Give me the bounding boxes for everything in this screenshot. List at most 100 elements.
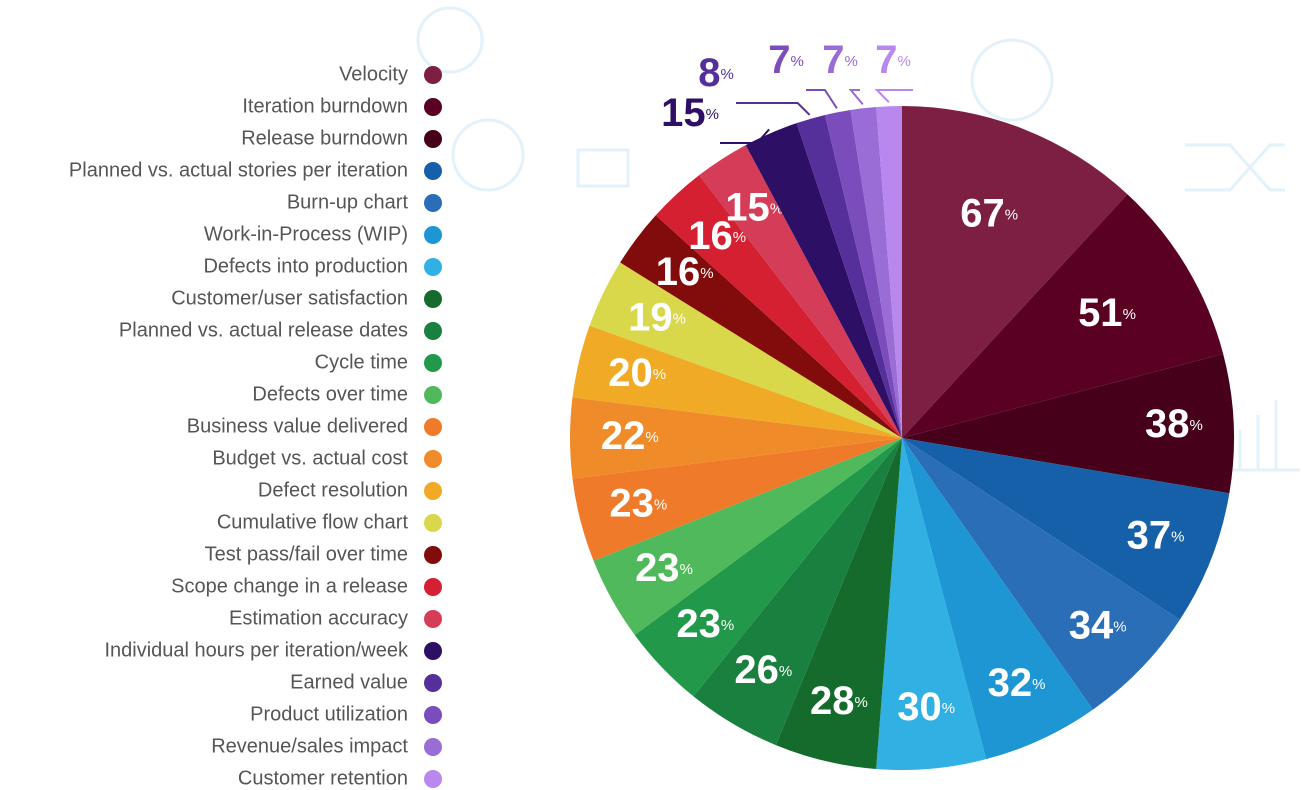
data-label: 23% <box>609 481 667 525</box>
legend-swatch <box>424 418 442 436</box>
legend-label: Cycle time <box>315 351 408 373</box>
data-label-unit: % <box>844 53 857 70</box>
pie-slice <box>902 194 1224 438</box>
legend-label: Planned vs. actual release dates <box>119 319 408 341</box>
pie-slice <box>570 397 902 479</box>
data-label-unit: % <box>1123 306 1136 323</box>
data-label: 67% <box>960 191 1018 235</box>
legend-label: Scope change in a release <box>171 575 408 597</box>
data-label-value: 16 <box>656 250 701 294</box>
data-label-value: 28 <box>810 678 855 722</box>
pie-slice <box>825 110 902 438</box>
pie-slice <box>620 215 902 438</box>
data-label: 32% <box>988 661 1046 705</box>
data-label-value: 19 <box>628 295 673 339</box>
data-label: 16% <box>656 250 714 294</box>
legend-swatch <box>424 130 442 148</box>
data-label: 30% <box>897 685 955 729</box>
data-label-value: 38 <box>1145 401 1190 445</box>
pie-slice <box>572 325 902 438</box>
legend-label: Customer/user satisfaction <box>171 287 408 309</box>
data-label-unit: % <box>653 366 666 383</box>
legend-label: Defect resolution <box>258 479 408 501</box>
data-label-unit: % <box>779 663 792 680</box>
legend-swatch <box>424 482 442 500</box>
legend-label: Velocity <box>339 63 408 85</box>
pie-slice <box>902 438 1093 760</box>
legend-label: Earned value <box>290 671 408 693</box>
legend-swatch <box>424 738 442 756</box>
data-label-value: 32 <box>988 661 1033 705</box>
legend-swatch <box>424 322 442 340</box>
data-label-unit: % <box>700 265 713 282</box>
legend-swatch <box>424 642 442 660</box>
legend-swatch <box>424 290 442 308</box>
leader-line <box>736 102 811 116</box>
data-label: 38% <box>1145 401 1203 445</box>
legend-label: Release burndown <box>241 127 408 149</box>
data-label: 28% <box>810 678 868 722</box>
data-label: 20% <box>608 350 666 394</box>
legend-label: Budget vs. actual cost <box>212 447 408 469</box>
data-label: 23% <box>676 602 734 646</box>
background-icons <box>416 6 1300 472</box>
data-label: 15% <box>725 185 783 229</box>
legend-swatch <box>424 258 442 276</box>
legend-label: Estimation accuracy <box>229 607 408 629</box>
data-label: 51% <box>1078 291 1136 335</box>
data-label-value: 7 <box>768 38 790 82</box>
data-label: 16% <box>688 214 746 258</box>
legend-label: Planned vs. actual stories per iteration <box>69 159 408 181</box>
legend-label: Cumulative flow chart <box>217 511 409 533</box>
data-label-value: 22 <box>601 414 646 458</box>
legend-swatch <box>424 226 442 244</box>
data-label-unit: % <box>1032 676 1045 693</box>
pie-slice <box>655 175 902 439</box>
legend-label: Business value delivered <box>187 415 408 437</box>
data-label-unit: % <box>1171 528 1184 545</box>
data-label-unit: % <box>654 496 667 513</box>
leader-line <box>848 89 864 105</box>
legend-swatch <box>424 514 442 532</box>
data-label-value: 26 <box>734 648 779 692</box>
legend-swatch <box>424 674 442 692</box>
data-label-unit: % <box>680 561 693 578</box>
pie-slice <box>745 123 902 438</box>
data-label: 7% <box>768 38 804 82</box>
data-label-unit: % <box>706 106 719 123</box>
data-label-value: 20 <box>608 350 653 394</box>
legend-label: Customer retention <box>238 767 408 789</box>
data-label-unit: % <box>790 53 803 70</box>
data-label-unit: % <box>645 429 658 446</box>
data-label-value: 23 <box>635 546 680 590</box>
pie-slice <box>902 438 1230 620</box>
legend-swatch <box>424 450 442 468</box>
legend-swatch <box>424 706 442 724</box>
pie-slice <box>589 262 902 438</box>
pie-slice <box>634 438 902 697</box>
pie-slice <box>593 438 902 635</box>
data-label: 37% <box>1127 513 1185 557</box>
data-label: 8% <box>698 51 734 95</box>
data-label-value: 23 <box>609 481 654 525</box>
data-label-unit: % <box>720 66 733 83</box>
pie-slice <box>850 107 902 439</box>
legend-swatch <box>424 610 442 628</box>
legend-swatch <box>424 194 442 212</box>
legend-swatch <box>424 354 442 372</box>
pie-slice <box>693 438 902 746</box>
data-label-unit: % <box>1005 206 1018 223</box>
data-label-value: 51 <box>1078 291 1123 335</box>
legend-label: Individual hours per iteration/week <box>104 639 409 661</box>
data-label-value: 30 <box>897 685 942 729</box>
data-label-unit: % <box>1113 618 1126 635</box>
data-label-value: 15 <box>661 91 706 135</box>
pie-slice <box>572 438 902 561</box>
data-label-value: 37 <box>1127 513 1172 557</box>
data-label: 22% <box>601 414 659 458</box>
legend-swatch <box>424 66 442 84</box>
data-label-value: 67 <box>960 191 1005 235</box>
legend-swatch <box>424 386 442 404</box>
data-label-value: 7 <box>875 38 897 82</box>
data-label-value: 15 <box>725 185 770 229</box>
